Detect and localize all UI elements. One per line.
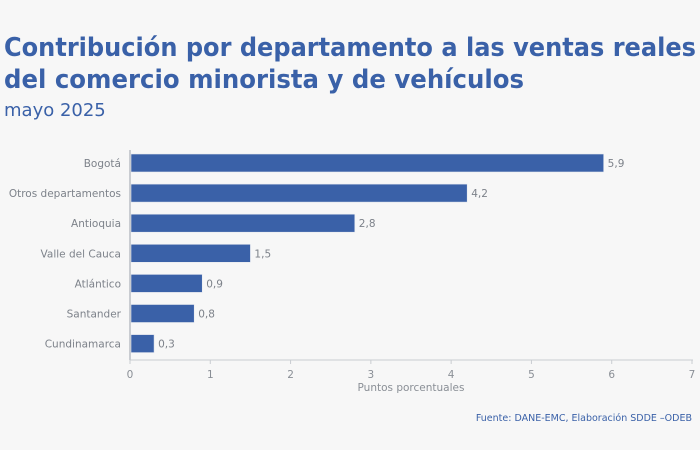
x-axis-title: Puntos porcentuales bbox=[358, 382, 465, 394]
data-label: 1,5 bbox=[254, 248, 271, 260]
data-label: 4,2 bbox=[471, 188, 488, 200]
bar bbox=[130, 244, 251, 263]
data-label: 2,8 bbox=[359, 218, 376, 230]
bar bbox=[130, 183, 468, 203]
chart-title-line-2: del comercio minorista y de vehículos bbox=[4, 65, 524, 95]
category-label: Otros departamentos bbox=[9, 188, 121, 200]
bar bbox=[130, 274, 203, 293]
x-tick-label: 5 bbox=[528, 369, 535, 381]
category-label: Atlántico bbox=[75, 278, 121, 290]
bar bbox=[130, 334, 155, 353]
bar bbox=[130, 153, 604, 173]
category-label: Santander bbox=[67, 309, 122, 321]
bar bbox=[130, 213, 356, 233]
x-tick-label: 7 bbox=[689, 369, 696, 381]
x-tick-label: 4 bbox=[448, 369, 455, 381]
category-label: Antioquia bbox=[71, 218, 121, 230]
bar bbox=[130, 304, 195, 323]
source-note: Fuente: DANE-EMC, Elaboración SDDE –ODEB bbox=[476, 413, 692, 424]
data-label: 5,9 bbox=[608, 158, 625, 170]
x-tick-label: 1 bbox=[207, 369, 214, 381]
x-tick-label: 6 bbox=[608, 369, 615, 381]
category-label: Cundinamarca bbox=[45, 339, 121, 351]
x-tick-label: 0 bbox=[127, 369, 134, 381]
category-label: Bogotá bbox=[84, 158, 121, 170]
x-tick-label: 3 bbox=[368, 369, 375, 381]
chart-title-line-1: Contribución por departamento a las vent… bbox=[4, 33, 696, 63]
data-label: 0,9 bbox=[206, 278, 223, 290]
data-label: 0,3 bbox=[158, 339, 175, 351]
x-tick-label: 2 bbox=[287, 369, 294, 381]
chart-subtitle: mayo 2025 bbox=[4, 100, 106, 121]
data-label: 0,8 bbox=[198, 309, 215, 321]
category-label: Valle del Cauca bbox=[41, 248, 121, 260]
